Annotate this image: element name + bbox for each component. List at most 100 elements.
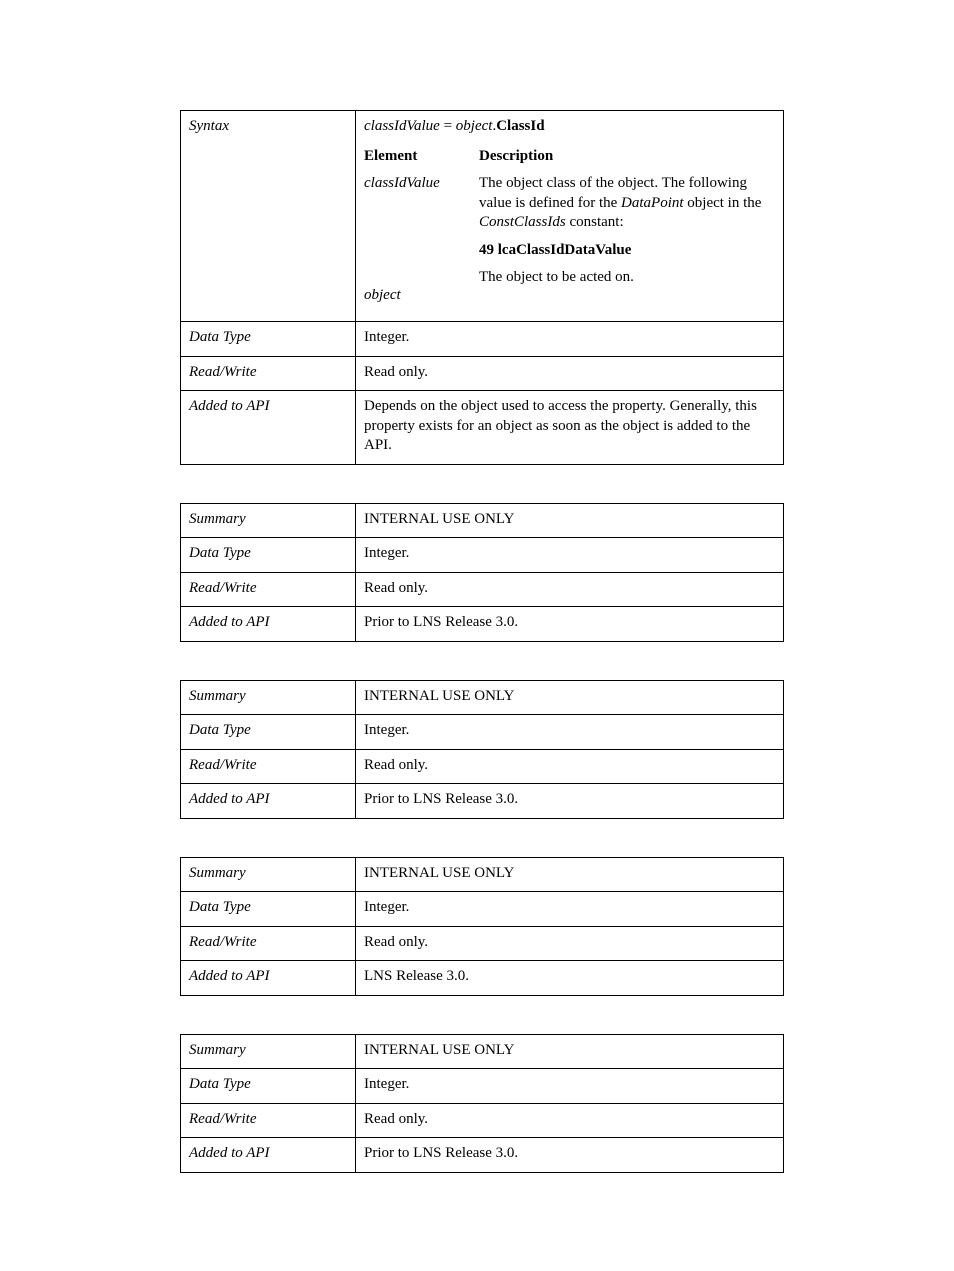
readwrite-value: Read only. [364,580,428,596]
summary-table-5: Summary INTERNAL USE ONLY Data Type Inte… [180,1034,784,1173]
added-value-cell: Depends on the object used to access the… [356,391,784,465]
readwrite-value-cell: Read only. [356,1103,784,1138]
summary-label-cell: Summary [181,680,356,715]
element-classidvalue: classIdValue [364,174,479,194]
datatype-value-cell: Integer. [356,1069,784,1104]
element-classidvalue-constant: 49 lcaClassIdDataValue [479,241,775,261]
datatype-label: Data Type [189,545,251,561]
summary-table-4: Summary INTERNAL USE ONLY Data Type Inte… [180,857,784,996]
syntax-expression: classIdValue = object.ClassId [364,117,775,137]
added-value: Prior to LNS Release 3.0. [364,614,518,630]
summary-value: INTERNAL USE ONLY [364,688,514,704]
added-value-cell: Prior to LNS Release 3.0. [356,607,784,642]
datatype-label: Data Type [189,1076,251,1092]
syntax-label: Syntax [189,118,229,134]
readwrite-value: Read only. [364,1111,428,1127]
datatype-label-cell: Data Type [181,715,356,750]
readwrite-value-cell: Read only. [356,926,784,961]
description-column: Description The object class of the obje… [479,137,775,314]
desc-text-mid: object in the [684,195,762,211]
summary-value: INTERNAL USE ONLY [364,511,514,527]
desc-text-post: constant: [566,214,624,230]
datatype-value: Integer. [364,722,409,738]
datatype-label: Data Type [189,722,251,738]
readwrite-label-cell: Read/Write [181,749,356,784]
readwrite-label-cell: Read/Write [181,1103,356,1138]
readwrite-label: Read/Write [189,364,257,380]
syntax-label-cell: Syntax [181,111,356,322]
summary-value-cell: INTERNAL USE ONLY [356,680,784,715]
datatype-value: Integer. [364,1076,409,1092]
desc-italic-constclassids: ConstClassIds [479,214,566,230]
readwrite-value-cell: Read only. [356,356,784,391]
added-label-cell: Added to API [181,607,356,642]
element-object: object [364,286,479,306]
readwrite-label: Read/Write [189,1111,257,1127]
datatype-label-cell: Data Type [181,538,356,573]
summary-value: INTERNAL USE ONLY [364,865,514,881]
added-label: Added to API [189,791,270,807]
summary-label: Summary [189,1042,246,1058]
datatype-value: Integer. [364,545,409,561]
readwrite-label: Read/Write [189,934,257,950]
datatype-value-cell: Integer. [356,538,784,573]
syntax-eq: = [440,118,456,134]
datatype-value: Integer. [364,329,409,345]
element-header: Element [364,147,479,167]
summary-label: Summary [189,688,246,704]
added-label-cell: Added to API [181,1138,356,1173]
added-label: Added to API [189,398,270,414]
added-label: Added to API [189,968,270,984]
document-page: Syntax classIdValue = object.ClassId Ele… [0,0,954,1271]
readwrite-value-cell: Read only. [356,572,784,607]
readwrite-value-cell: Read only. [356,749,784,784]
added-label: Added to API [189,1145,270,1161]
element-classidvalue-desc: The object class of the object. The foll… [479,174,775,233]
added-label-cell: Added to API [181,391,356,465]
summary-table-3: Summary INTERNAL USE ONLY Data Type Inte… [180,680,784,819]
readwrite-label: Read/Write [189,757,257,773]
summary-value-cell: INTERNAL USE ONLY [356,1034,784,1069]
summary-table-2: Summary INTERNAL USE ONLY Data Type Inte… [180,503,784,642]
element-object-desc: The object to be acted on. [479,268,775,288]
added-value: LNS Release 3.0. [364,968,469,984]
datatype-label-cell: Data Type [181,322,356,357]
syntax-value-cell: classIdValue = object.ClassId Element cl… [356,111,784,322]
readwrite-value: Read only. [364,934,428,950]
added-label: Added to API [189,614,270,630]
added-value-cell: Prior to LNS Release 3.0. [356,1138,784,1173]
datatype-label: Data Type [189,329,251,345]
added-label-cell: Added to API [181,961,356,996]
summary-label-cell: Summary [181,857,356,892]
readwrite-label-cell: Read/Write [181,572,356,607]
added-value-cell: LNS Release 3.0. [356,961,784,996]
summary-label-cell: Summary [181,1034,356,1069]
desc-italic-datapoint: DataPoint [621,195,684,211]
readwrite-value: Read only. [364,364,428,380]
readwrite-label-cell: Read/Write [181,356,356,391]
description-header: Description [479,147,775,167]
datatype-value-cell: Integer. [356,715,784,750]
summary-value: INTERNAL USE ONLY [364,1042,514,1058]
summary-value-cell: INTERNAL USE ONLY [356,503,784,538]
datatype-label: Data Type [189,899,251,915]
summary-label: Summary [189,511,246,527]
added-value: Depends on the object used to access the… [364,398,757,453]
added-value: Prior to LNS Release 3.0. [364,791,518,807]
datatype-label-cell: Data Type [181,1069,356,1104]
added-label-cell: Added to API [181,784,356,819]
syntax-var: classIdValue [364,118,440,134]
added-value: Prior to LNS Release 3.0. [364,1145,518,1161]
datatype-value: Integer. [364,899,409,915]
added-value-cell: Prior to LNS Release 3.0. [356,784,784,819]
element-column: Element classIdValue object [364,137,479,314]
readwrite-value: Read only. [364,757,428,773]
summary-label: Summary [189,865,246,881]
syntax-obj: object [456,118,493,134]
datatype-value-cell: Integer. [356,892,784,927]
syntax-prop: ClassId [496,118,544,134]
summary-value-cell: INTERNAL USE ONLY [356,857,784,892]
datatype-label-cell: Data Type [181,892,356,927]
readwrite-label-cell: Read/Write [181,926,356,961]
syntax-table: Syntax classIdValue = object.ClassId Ele… [180,110,784,465]
